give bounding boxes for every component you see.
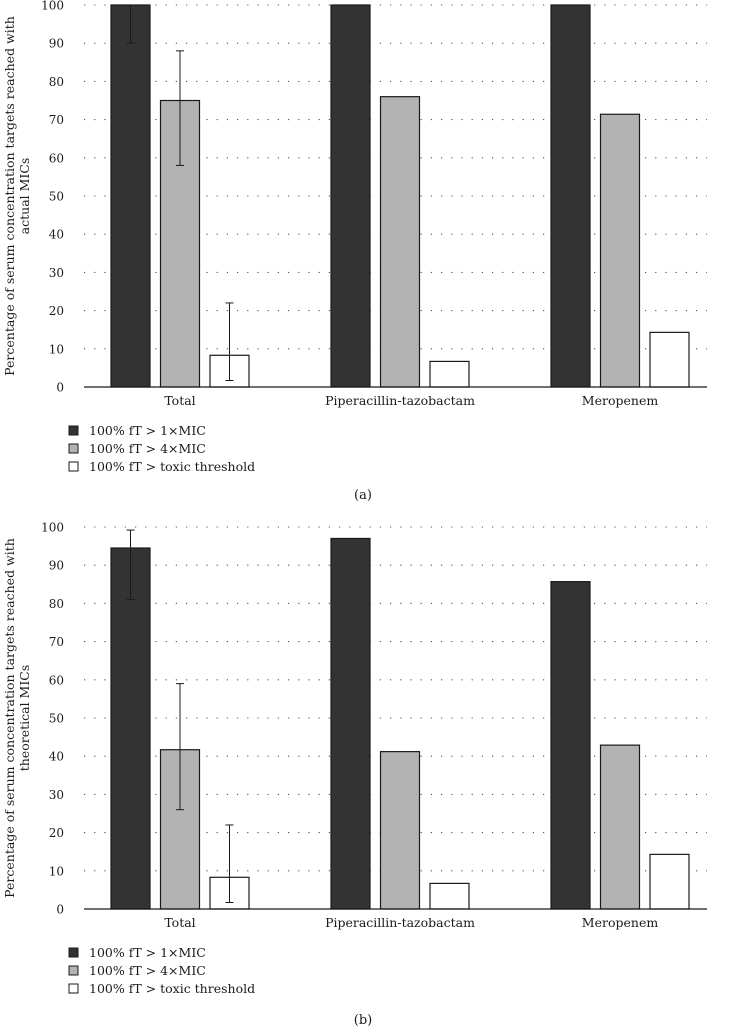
legend-item: 100% fT > 1×MIC (68, 423, 206, 438)
y-tick-label: 30 (49, 788, 64, 802)
y-tick-label: 70 (49, 635, 64, 649)
legend-swatch (68, 983, 79, 994)
bar (649, 853, 690, 910)
category-label: Total (164, 915, 195, 930)
series-2 (159, 683, 641, 910)
y-axis-label: Percentage of serum concentration target… (2, 538, 32, 898)
legend-label: 100% fT > toxic threshold (89, 459, 255, 474)
y-tick-label: 10 (49, 864, 64, 878)
legend-item: 100% fT > 1×MIC (68, 945, 206, 960)
bar (599, 113, 641, 388)
legend-swatch (68, 443, 79, 454)
y-tick-label: 50 (49, 190, 64, 204)
bar (429, 360, 470, 388)
error-bar (176, 50, 184, 166)
panel-label: (b) (354, 1013, 372, 1028)
error-bar (126, 529, 135, 601)
legend-swatch (68, 461, 79, 472)
error-bar (225, 824, 234, 904)
bar (110, 547, 151, 910)
legend-label: 100% fT > toxic threshold (89, 981, 255, 996)
bar (649, 331, 690, 388)
series-3 (209, 302, 690, 388)
y-axis-label-line: actual MICs (17, 158, 32, 235)
legend-label: 100% fT > 4×MIC (89, 441, 206, 456)
y-tick-label: 60 (49, 673, 64, 687)
legend: 100% fT > 1×MIC 100% fT > 4×MIC 100% fT > … (68, 945, 255, 996)
y-tick-labels: 0 10 20 30 40 50 60 70 80 90 100 (41, 0, 64, 395)
category-label: Meropenem (582, 393, 659, 408)
legend: 100% fT > 1×MIC 100% fT > 4×MIC 100% fT > … (68, 423, 255, 474)
series-1 (110, 4, 591, 388)
y-tick-labels: 0 10 20 30 40 50 60 70 80 90 100 (41, 521, 64, 917)
y-axis-label-line: Percentage of serum concentration target… (2, 538, 17, 898)
bar (429, 882, 470, 910)
bar (379, 751, 421, 910)
legend-item: 100% fT > toxic threshold (68, 459, 255, 474)
series-3 (209, 824, 690, 910)
y-tick-label: 40 (49, 750, 64, 764)
bar (550, 581, 591, 910)
legend-swatch (68, 947, 79, 958)
y-tick-label: 40 (49, 228, 64, 242)
chart-panel-b: 0 10 20 30 40 50 60 70 80 90 100 Total Piperacillin-… (2, 521, 707, 1028)
bar (330, 4, 371, 388)
y-tick-label: 60 (49, 151, 64, 165)
y-tick-label: 80 (49, 75, 64, 89)
y-tick-label: 70 (49, 113, 64, 127)
y-tick-label: 100 (41, 521, 64, 535)
legend-item: 100% fT > 4×MIC (68, 963, 206, 978)
y-axis-label: Percentage of serum concentration target… (2, 16, 32, 376)
legend-swatch (68, 965, 79, 976)
legend-label: 100% fT > 1×MIC (89, 423, 206, 438)
category-labels: Total Piperacillin-tazobactam Meropenem (164, 915, 658, 930)
y-axis-label-line: Percentage of serum concentration target… (2, 16, 17, 376)
y-tick-label: 0 (56, 903, 64, 917)
legend-swatch (68, 425, 79, 436)
category-label: Piperacillin-tazobactam (325, 915, 475, 930)
panel-label: (a) (354, 488, 372, 503)
error-bar (126, 4, 135, 44)
y-tick-label: 30 (49, 266, 64, 280)
series-2 (159, 50, 641, 388)
legend-item: 100% fT > 4×MIC (68, 441, 206, 456)
bar (550, 4, 591, 388)
y-tick-label: 100 (41, 0, 64, 13)
bar (599, 744, 641, 910)
y-tick-label: 90 (49, 37, 64, 51)
y-tick-label: 10 (49, 342, 64, 356)
category-labels: Total Piperacillin-tazobactam Meropenem (164, 393, 658, 408)
legend-item: 100% fT > toxic threshold (68, 981, 255, 996)
y-tick-label: 50 (49, 712, 64, 726)
bar (330, 537, 371, 910)
category-label: Total (164, 393, 195, 408)
error-bar (225, 302, 234, 382)
y-tick-label: 20 (49, 304, 64, 318)
category-label: Meropenem (582, 915, 659, 930)
bar (110, 4, 151, 388)
y-tick-label: 20 (49, 826, 64, 840)
y-axis-label-line: theoretical MICs (17, 665, 32, 772)
bar (379, 96, 421, 388)
category-label: Piperacillin-tazobactam (325, 393, 475, 408)
error-bar (176, 683, 184, 811)
y-tick-label: 80 (49, 597, 64, 611)
y-tick-label: 90 (49, 559, 64, 573)
legend-label: 100% fT > 1×MIC (89, 945, 206, 960)
y-tick-label: 0 (56, 381, 64, 395)
legend-label: 100% fT > 4×MIC (89, 963, 206, 978)
chart-panel-a: 0 10 20 30 40 50 60 70 80 90 100 Total Piperacillin-… (2, 0, 707, 503)
series-1 (110, 529, 591, 910)
